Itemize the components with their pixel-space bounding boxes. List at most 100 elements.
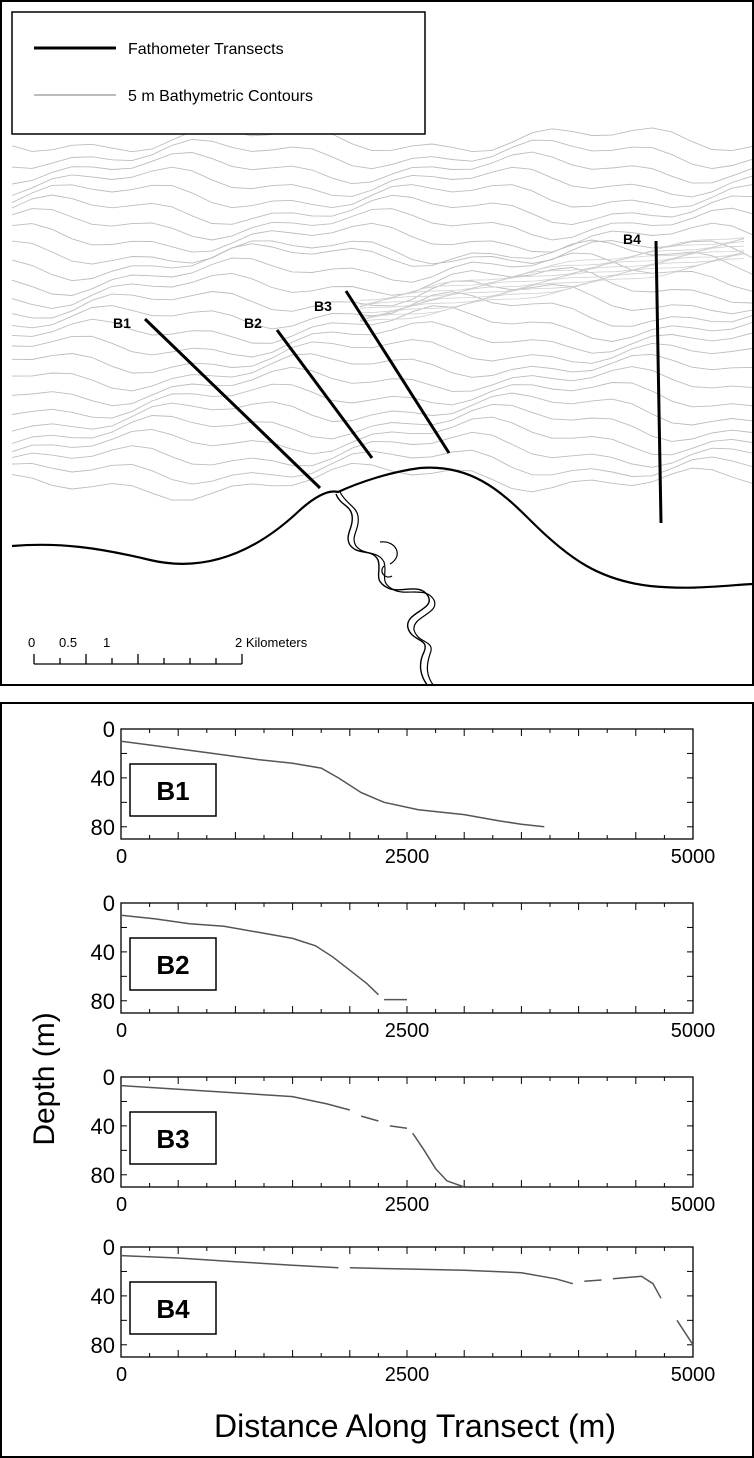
y-axis-title: Depth (m)	[28, 1012, 61, 1145]
legend-label-contour: 5 m Bathymetric Contours	[128, 88, 313, 105]
profile-line-b4	[584, 1279, 602, 1282]
contour-line	[11, 267, 753, 309]
contour-line	[11, 462, 753, 501]
panel-label-box	[129, 937, 217, 991]
contour-line	[11, 321, 753, 358]
contour-line	[11, 151, 753, 185]
x-tick-label: 2500	[385, 1364, 430, 1386]
contour-line	[11, 449, 753, 485]
shelf-contour-line	[359, 258, 745, 322]
transect-label-b4: B4	[623, 231, 641, 247]
transect-line-b2	[275, 329, 374, 459]
contour-line	[11, 194, 753, 226]
legend-label-transect: Fathometer Transects	[128, 41, 284, 58]
scale-bar: 0 0.5 1 2 Kilometers	[28, 635, 308, 665]
shelf-contour-line	[359, 237, 745, 308]
x-tick-label: 0	[116, 1020, 127, 1042]
contour-line	[11, 431, 753, 468]
contour-line	[11, 127, 753, 153]
shelf-contour-line	[359, 252, 745, 318]
x-tick-label: 0	[116, 1364, 127, 1386]
y-tick-label: 80	[91, 1163, 115, 1188]
profile-line-b3	[389, 1125, 408, 1130]
panel-label-b1: B1	[156, 776, 189, 806]
shelf-contour-line	[359, 238, 745, 306]
scale-end-label: 2 Kilometers	[235, 635, 308, 650]
scale-tick-label-1: 1	[103, 635, 110, 650]
profile-line-b3	[360, 1115, 379, 1122]
contour-line	[11, 392, 753, 432]
transect-line-b1	[143, 317, 322, 490]
x-axis-title: Distance Along Transect (m)	[214, 1408, 616, 1444]
contour-line	[11, 240, 753, 265]
y-tick-label: 0	[103, 1065, 115, 1090]
panel-label-b3: B3	[156, 1124, 189, 1154]
profile-line-b2	[120, 914, 379, 996]
x-tick-label: 5000	[671, 1020, 716, 1042]
contour-line	[11, 280, 753, 319]
scale-tick-label-0-5: 0.5	[59, 635, 77, 650]
y-tick-label: 40	[91, 1114, 115, 1139]
transect-label-b1: B1	[113, 315, 131, 331]
profile-line-b3	[412, 1132, 465, 1188]
contour-line	[11, 222, 753, 253]
contour-line	[11, 239, 753, 282]
y-tick-label: 0	[103, 1235, 115, 1260]
x-tick-label: 5000	[671, 846, 716, 868]
x-tick-label: 2500	[385, 1194, 430, 1216]
river-bank	[339, 491, 436, 687]
contour-line	[11, 382, 753, 419]
shelf-contour-line	[359, 251, 745, 322]
profile-line-b4	[120, 1254, 339, 1269]
y-tick-label: 40	[91, 1284, 115, 1309]
coastline	[11, 466, 753, 589]
scale-tick-label-0: 0	[28, 635, 35, 650]
transect-label-b3: B3	[314, 298, 332, 314]
contour-line	[11, 353, 753, 392]
contour-line	[11, 166, 753, 198]
shelf-contour-line	[359, 251, 745, 321]
y-tick-label: 40	[91, 940, 115, 965]
y-tick-label: 80	[91, 815, 115, 840]
contour-line	[11, 184, 753, 209]
shelf-break-contours	[359, 237, 745, 322]
profile-line-b4	[349, 1267, 574, 1285]
y-tick-label: 0	[103, 891, 115, 916]
y-tick-label: 40	[91, 766, 115, 791]
x-tick-label: 2500	[385, 1020, 430, 1042]
transect-line-b4	[654, 240, 663, 524]
contour-line	[11, 252, 753, 296]
x-tick-label: 0	[116, 1194, 127, 1216]
x-tick-label: 5000	[671, 1194, 716, 1216]
panel-label-box	[129, 1281, 217, 1335]
panel-label-box	[129, 1111, 217, 1165]
bathymetric-contours	[11, 127, 753, 501]
transect-label-b2: B2	[244, 315, 262, 331]
contour-line	[11, 403, 753, 444]
transect-line-b3	[344, 290, 451, 454]
x-tick-label: 0	[116, 846, 127, 868]
river	[335, 493, 430, 687]
y-tick-label: 0	[103, 717, 115, 742]
x-tick-label: 2500	[385, 846, 430, 868]
profile-line-b4	[676, 1319, 694, 1346]
profile-line-b1	[120, 740, 545, 828]
profile-line-b4	[612, 1275, 662, 1299]
shelf-contour-line	[359, 238, 745, 308]
y-tick-label: 80	[91, 989, 115, 1014]
contour-line	[11, 207, 753, 241]
profile-line-b3	[120, 1084, 350, 1111]
river-oxbow	[379, 541, 398, 578]
x-tick-label: 5000	[671, 1364, 716, 1386]
panel-label-box	[129, 763, 217, 817]
y-tick-label: 80	[91, 1333, 115, 1358]
panel-label-b2: B2	[156, 950, 189, 980]
contour-line	[11, 366, 753, 407]
contour-line	[11, 139, 753, 170]
contour-line	[11, 416, 753, 456]
